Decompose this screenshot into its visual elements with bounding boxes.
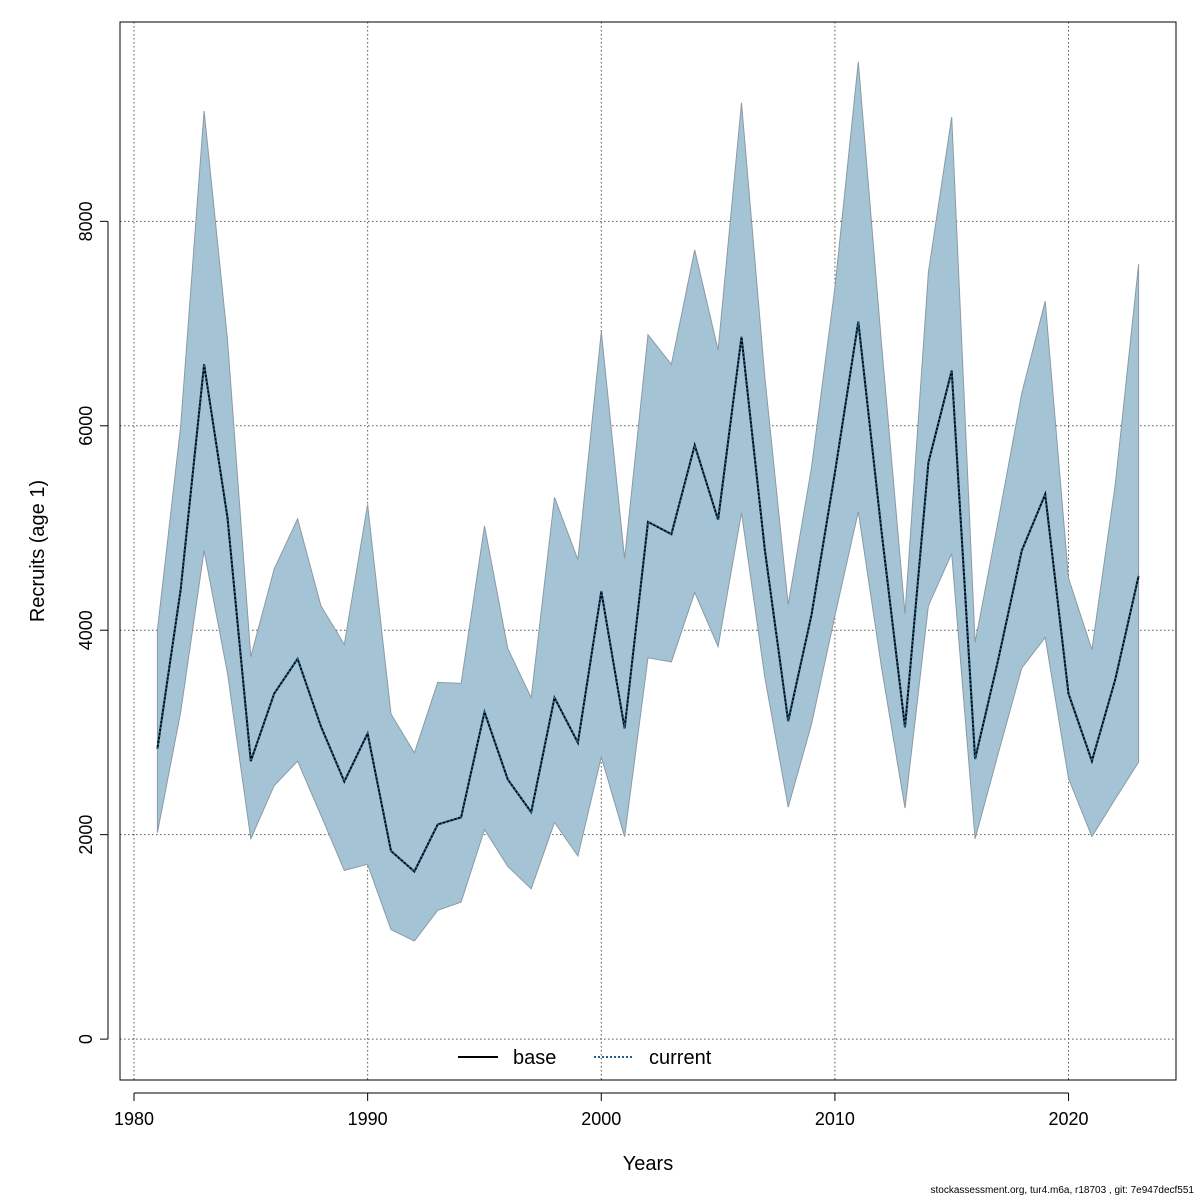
x-tick-label: 2000 [581,1109,621,1129]
x-tick-label: 2020 [1049,1109,1089,1129]
series-lines-layer [156,321,1140,874]
legend: base current [458,1047,712,1069]
plot-frame [119,21,1177,1081]
confidence-band-layer [156,61,1140,942]
confidence-band [156,61,1140,942]
footer-note: stockassessment.org, tur4.m6a, r18703 , … [930,1185,1195,1196]
x-tick-label: 1980 [114,1109,154,1129]
series-line-current [156,321,1140,874]
y-tick-label: 2000 [76,815,96,855]
y-tick-label: 4000 [76,610,96,650]
y-tick-label: 0 [76,1034,96,1044]
y-axis-title: Recruits (age 1) [27,480,49,622]
x-axis-title: Years [623,1153,673,1175]
y-tick-label: 6000 [76,406,96,446]
legend-label-base: base [513,1047,556,1069]
axes-layer: 1980 1990 2000 2010 2020 0 2000 4000 6000 8000 [76,201,1089,1129]
x-tick-label: 2010 [815,1109,855,1129]
legend-label-current: current [649,1047,712,1069]
x-tick-label: 1990 [348,1109,388,1129]
y-tick-label: 8000 [76,201,96,241]
